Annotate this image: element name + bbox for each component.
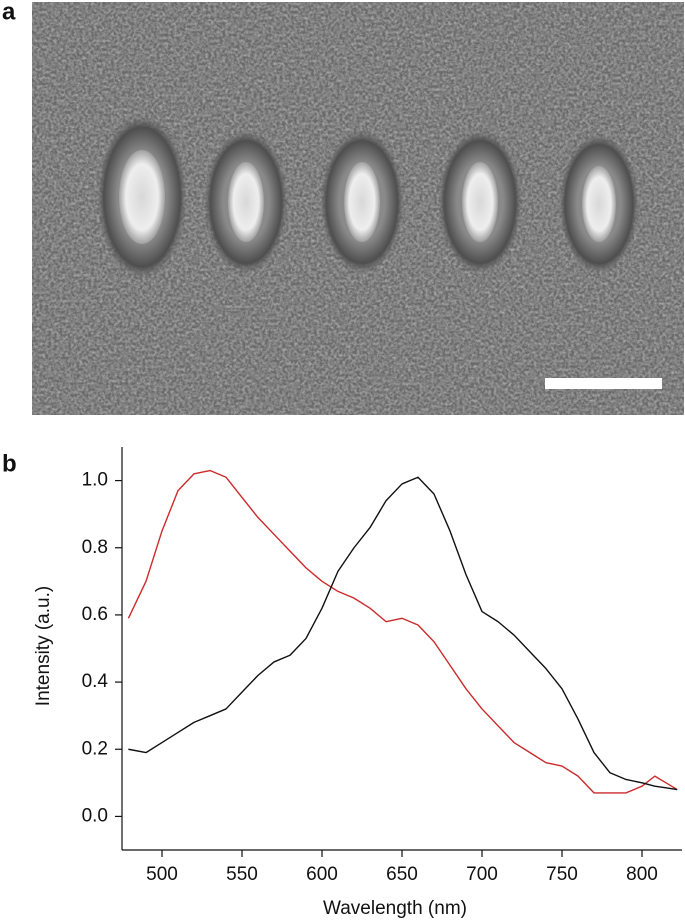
y-tick-label: 0.0: [82, 805, 108, 826]
x-tick-label: 500: [146, 864, 178, 885]
y-tick-label: 0.4: [82, 671, 109, 692]
y-tick-label: 0.6: [82, 604, 108, 625]
panel-label: a: [2, 0, 16, 25]
sem-image: [32, 2, 684, 415]
x-axis-label: Wavelength (nm): [323, 898, 467, 919]
y-tick-label: 0.8: [82, 537, 108, 558]
panel-label: b: [2, 450, 17, 477]
x-tick-label: 600: [306, 864, 338, 885]
series-line: [127, 469, 678, 794]
series-line: [128, 476, 678, 791]
y-tick-label: 0.2: [82, 738, 108, 759]
y-axis-label: Intensity (a.u.): [33, 586, 54, 706]
x-tick-label: 800: [626, 864, 658, 885]
y-tick-label: 1.0: [82, 470, 108, 491]
x-tick-label: 750: [546, 864, 578, 885]
x-tick-label: 700: [466, 864, 498, 885]
x-tick-label: 650: [386, 864, 418, 885]
x-tick-label: 550: [226, 864, 258, 885]
